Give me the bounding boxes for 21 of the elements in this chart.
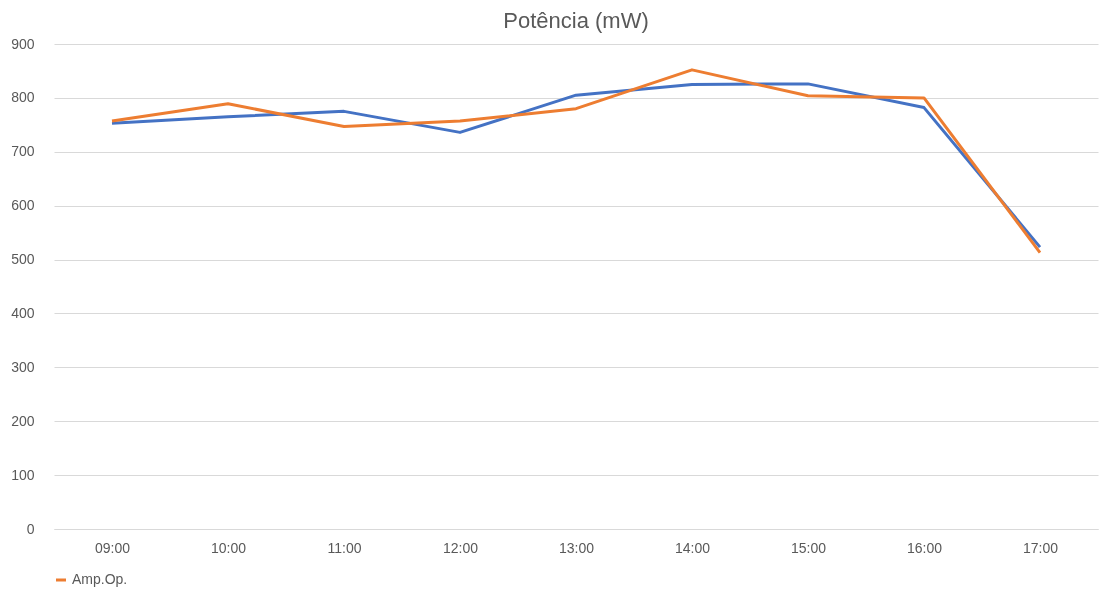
y-tick-label: 500: [11, 251, 35, 268]
x-tick-label: 11:00: [327, 539, 362, 556]
y-tick-label: 100: [11, 466, 35, 483]
x-tick-label: 13:00: [558, 539, 595, 556]
chart-title: Potência (mW): [503, 8, 649, 33]
x-tick-label: 09:00: [94, 539, 131, 556]
y-tick-label: 700: [11, 143, 35, 160]
y-tick-label: 900: [11, 35, 35, 52]
y-tick-label: 0: [26, 520, 35, 537]
y-tick-label: 300: [11, 358, 35, 375]
x-tick-label: 10:00: [210, 539, 247, 556]
y-tick-label: 200: [11, 412, 35, 429]
y-tick-label: 400: [11, 304, 35, 321]
y-tick-label: 600: [11, 197, 35, 214]
x-tick-label: 16:00: [906, 539, 943, 556]
y-tick-label: 800: [11, 89, 35, 106]
x-tick-label: 14:00: [674, 539, 711, 556]
x-tick-label: 12:00: [442, 539, 479, 556]
x-tick-label: 15:00: [790, 539, 827, 556]
legend-label: Amp.Op.: [72, 571, 128, 587]
x-tick-label: 17:00: [1022, 539, 1059, 556]
